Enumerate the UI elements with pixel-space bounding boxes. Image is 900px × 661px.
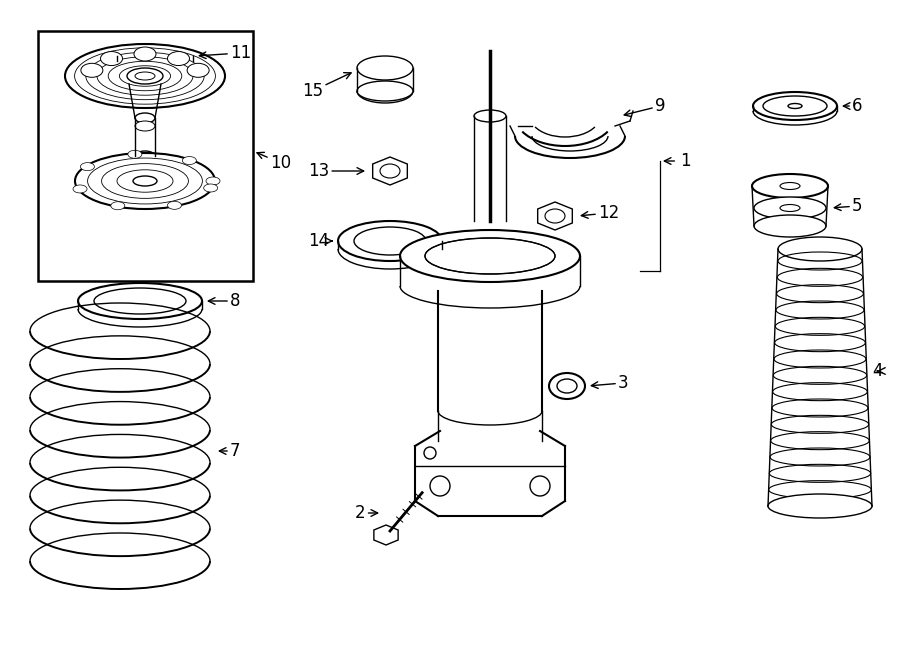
- Ellipse shape: [768, 494, 872, 518]
- Ellipse shape: [424, 447, 436, 459]
- Ellipse shape: [380, 164, 400, 178]
- Ellipse shape: [94, 288, 186, 314]
- Ellipse shape: [530, 476, 550, 496]
- Ellipse shape: [133, 176, 157, 186]
- Ellipse shape: [545, 209, 565, 223]
- Ellipse shape: [780, 204, 800, 212]
- Ellipse shape: [73, 185, 87, 193]
- Ellipse shape: [474, 110, 506, 122]
- Text: 1: 1: [664, 152, 690, 170]
- Ellipse shape: [80, 163, 94, 171]
- Text: 12: 12: [581, 204, 619, 222]
- Text: 11: 11: [199, 44, 251, 62]
- Ellipse shape: [357, 56, 413, 80]
- Text: 14: 14: [308, 232, 332, 250]
- Text: 8: 8: [208, 292, 240, 310]
- Ellipse shape: [754, 215, 826, 237]
- Ellipse shape: [183, 157, 196, 165]
- Ellipse shape: [754, 197, 826, 219]
- Ellipse shape: [127, 68, 163, 84]
- Text: 4: 4: [872, 362, 886, 380]
- Ellipse shape: [134, 47, 156, 61]
- Text: 13: 13: [308, 162, 364, 180]
- Ellipse shape: [117, 42, 193, 70]
- Ellipse shape: [557, 379, 577, 393]
- Text: 7: 7: [220, 442, 240, 460]
- Ellipse shape: [101, 52, 122, 65]
- Text: 10: 10: [257, 152, 291, 172]
- Ellipse shape: [167, 202, 182, 210]
- Text: 2: 2: [355, 504, 378, 522]
- Ellipse shape: [354, 227, 426, 255]
- Ellipse shape: [147, 53, 163, 59]
- Ellipse shape: [187, 63, 209, 77]
- Ellipse shape: [135, 121, 155, 131]
- Ellipse shape: [81, 63, 103, 77]
- Ellipse shape: [167, 52, 190, 65]
- Text: 5: 5: [834, 197, 862, 215]
- Ellipse shape: [400, 230, 580, 282]
- Ellipse shape: [203, 184, 218, 192]
- Ellipse shape: [425, 238, 555, 274]
- Ellipse shape: [65, 44, 225, 108]
- Ellipse shape: [430, 476, 450, 496]
- Text: 3: 3: [591, 374, 628, 392]
- Ellipse shape: [135, 72, 155, 80]
- Text: 9: 9: [625, 97, 665, 116]
- Ellipse shape: [128, 150, 142, 158]
- Ellipse shape: [788, 104, 802, 108]
- Ellipse shape: [780, 182, 800, 190]
- Ellipse shape: [549, 373, 585, 399]
- Ellipse shape: [778, 237, 862, 261]
- Ellipse shape: [135, 113, 155, 123]
- Polygon shape: [537, 202, 572, 230]
- Ellipse shape: [753, 92, 837, 120]
- Ellipse shape: [75, 153, 215, 209]
- Bar: [38, 31, 253, 281]
- Text: 15: 15: [302, 73, 351, 100]
- Ellipse shape: [357, 81, 413, 101]
- Ellipse shape: [111, 202, 125, 210]
- Ellipse shape: [752, 174, 828, 198]
- Ellipse shape: [763, 96, 827, 116]
- Polygon shape: [373, 157, 408, 185]
- Ellipse shape: [127, 46, 183, 66]
- Text: 6: 6: [843, 97, 862, 115]
- Ellipse shape: [78, 283, 202, 319]
- Polygon shape: [374, 525, 398, 545]
- Ellipse shape: [135, 151, 155, 161]
- Ellipse shape: [338, 221, 442, 261]
- Ellipse shape: [206, 177, 220, 185]
